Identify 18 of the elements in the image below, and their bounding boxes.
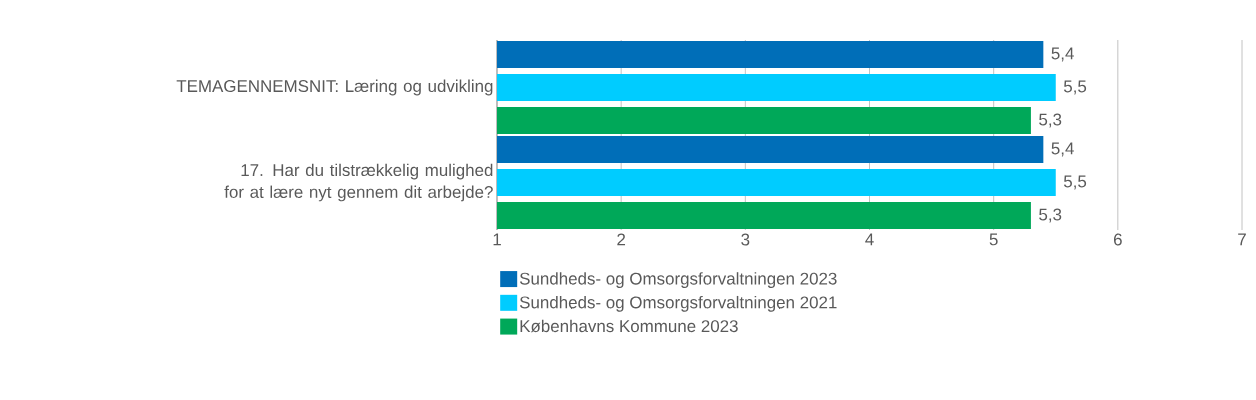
x-tick-label: 7: [1238, 233, 1246, 246]
legend-label: Sundheds- og Omsorgsforvaltningen 2021: [519, 295, 837, 312]
x-tick-label: 2: [617, 233, 626, 246]
x-tick-label: 3: [741, 233, 750, 246]
x-tick-label: 1: [493, 233, 501, 246]
data-label: 5,3: [1039, 113, 1062, 128]
data-label: 5,3: [1039, 208, 1062, 223]
data-label: 5,4: [1051, 47, 1074, 62]
x-tick-label: 4: [865, 233, 874, 246]
y-tick-label: 17. Har du tilstrækkelig mulighed for at lære nyt gennem dit arbejde?: [224, 163, 493, 202]
x-tick-label: 6: [1113, 233, 1122, 246]
legend-label: Københavns Kommune 2023: [520, 319, 738, 333]
data-label: 5,5: [1063, 80, 1087, 95]
data-label: 5,5: [1063, 175, 1087, 190]
x-tick-label: 5: [989, 233, 998, 246]
y-tick-label: TEMAGENNEMSNIT: Læring og udvikling: [176, 79, 493, 96]
data-label: 5,4: [1051, 142, 1074, 157]
legend-label: Sundheds- og Omsorgsforvaltningen 2023: [519, 272, 837, 288]
